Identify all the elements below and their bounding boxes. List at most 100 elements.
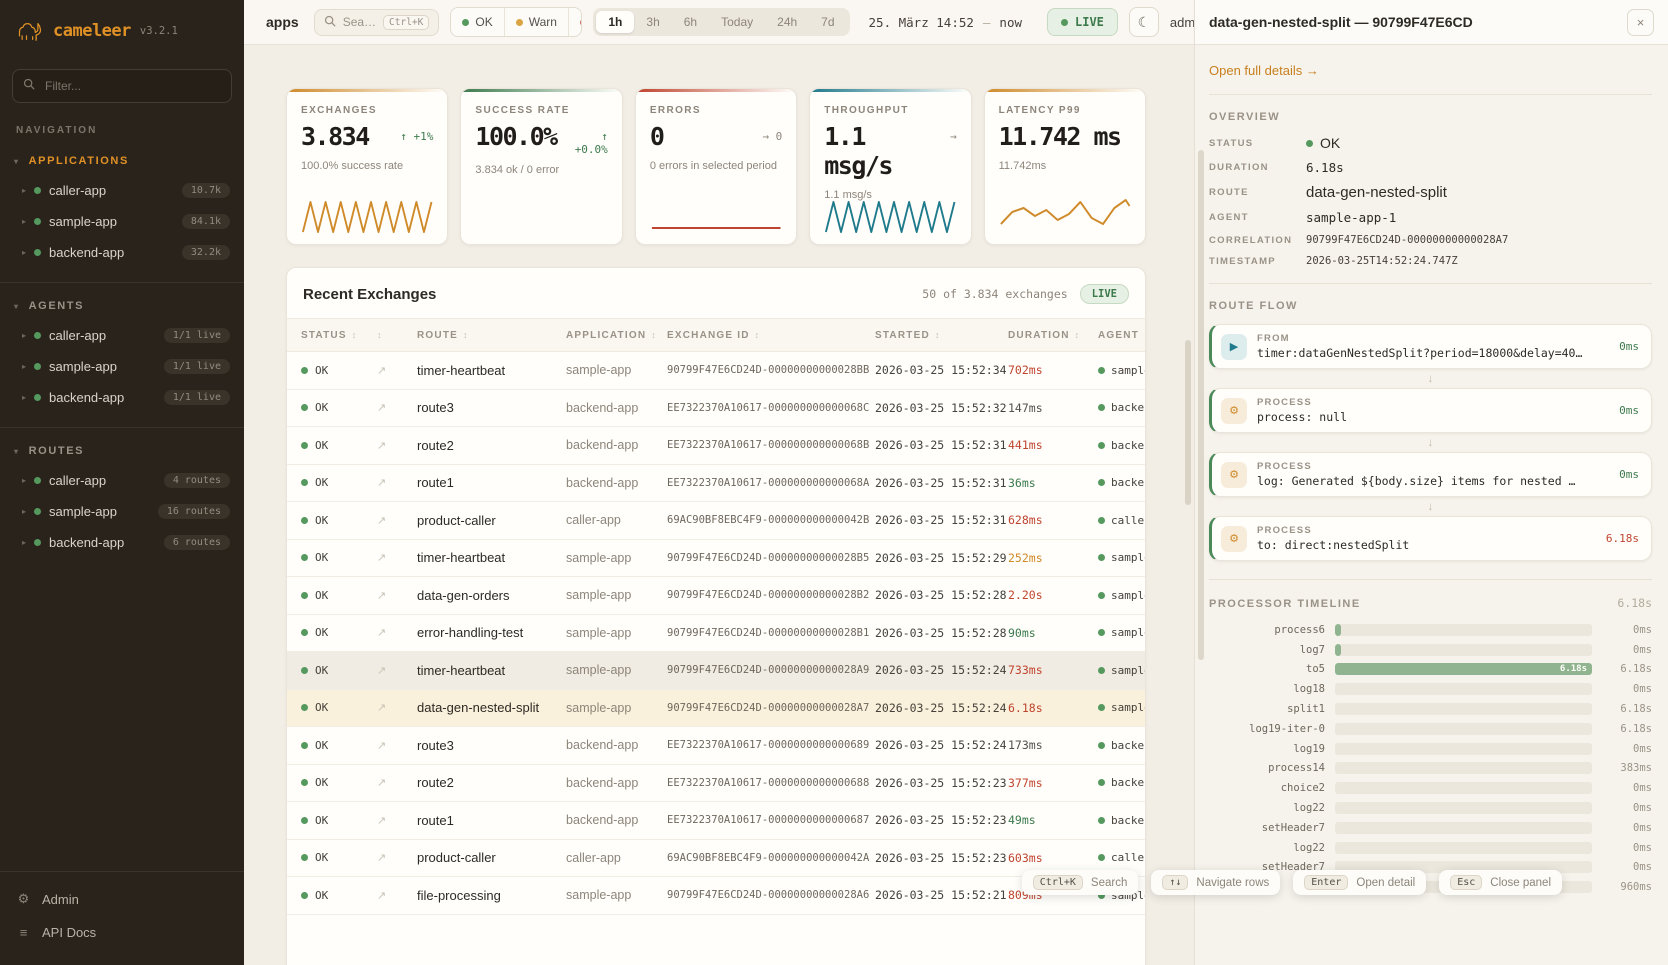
column-header-status[interactable]: STATUS ↕ xyxy=(301,330,377,341)
table-row[interactable]: OK ↗ product-caller caller-app 69AC90BF8EBC4… xyxy=(287,840,1145,877)
sidebar-item-caller-app[interactable]: ▸ caller-app 4 routes xyxy=(0,465,244,496)
column-header-started[interactable]: STARTED ↕ xyxy=(875,330,1008,341)
app-logo[interactable]: cameleer v3.2.1 xyxy=(0,0,244,59)
timeline-processor-name: setHeader7 xyxy=(1261,821,1325,834)
column-header-route[interactable]: ROUTE ↕ xyxy=(417,330,566,341)
external-link-icon[interactable]: ↗ xyxy=(377,589,387,602)
stat-card-throughput[interactable]: THROUGHPUT 1.1 msg/s → 1.1 msg/s xyxy=(809,88,972,245)
sidebar-item-caller-app[interactable]: ▸ caller-app 1/1 live xyxy=(0,320,244,351)
external-link-icon[interactable]: ↗ xyxy=(377,852,387,865)
column-header-link[interactable]: ↕ xyxy=(377,330,417,340)
route-flow-step[interactable]: ⚙ PROCESS to: direct:nestedSplit 6.18s xyxy=(1209,516,1652,561)
sidebar-item-sample-app[interactable]: ▸ sample-app 84.1k xyxy=(0,206,244,237)
external-link-icon[interactable]: ↗ xyxy=(377,739,387,752)
table-row[interactable]: OK ↗ route1 backend-app EE7322370A10617-0000… xyxy=(287,465,1145,502)
duration-cell: 6.18s xyxy=(1008,700,1043,715)
range-today[interactable]: Today xyxy=(721,15,754,29)
range-7d[interactable]: 7d xyxy=(821,15,835,29)
main-area: apps Sea… Ctrl+K OK Warn E 1h 3h 6h Today 24h 7… xyxy=(244,0,1244,965)
live-toggle[interactable]: LIVE xyxy=(1047,8,1118,36)
external-link-icon[interactable]: ↗ xyxy=(377,439,387,452)
application-cell: backend-app xyxy=(566,738,639,753)
close-panel-button[interactable]: × xyxy=(1627,8,1654,36)
shortcut-label: Search xyxy=(1090,876,1128,889)
item-name: caller-app xyxy=(49,473,107,488)
date-range-display[interactable]: 25. März 14:52 — now xyxy=(861,15,1030,30)
route-flow-step[interactable]: ⚙ PROCESS log: Generated ${body.size} item… xyxy=(1209,452,1652,497)
open-full-details-link[interactable]: Open full details → xyxy=(1209,63,1652,95)
stat-card-exchanges[interactable]: EXCHANGES 3.834 ↑ +1% 100.0% success rate xyxy=(286,88,449,245)
sidebar-item-sample-app[interactable]: ▸ sample-app 16 routes xyxy=(0,496,244,527)
column-header-application[interactable]: APPLICATION ↕ xyxy=(566,330,667,341)
sidebar-footer-api-docs[interactable]: ≡ API Docs xyxy=(0,916,244,949)
card-accent xyxy=(984,89,1146,92)
status-filter-warn[interactable]: Warn xyxy=(503,8,568,36)
timeline-processor-name: log7 xyxy=(1299,643,1325,656)
stat-card-latency-p99[interactable]: LATENCY P99 11.742 ms 11.742ms xyxy=(983,88,1147,245)
section-header-applications[interactable]: ▾ APPLICATIONS xyxy=(0,148,244,175)
range-24h[interactable]: 24h xyxy=(777,15,798,29)
external-link-icon[interactable]: ↗ xyxy=(377,402,387,415)
section-header-agents[interactable]: ▾ AGENTS xyxy=(0,293,244,320)
range-1h[interactable]: 1h xyxy=(596,11,635,33)
status-dot-icon xyxy=(301,666,308,674)
external-link-icon[interactable]: ↗ xyxy=(377,702,387,715)
external-link-icon[interactable]: ↗ xyxy=(377,477,387,490)
column-header-exchange-id[interactable]: EXCHANGE ID ↕ xyxy=(667,330,875,341)
route-flow-step[interactable]: ▶ FROM timer:dataGenNestedSplit?period=180… xyxy=(1209,324,1652,369)
external-link-icon[interactable]: ↗ xyxy=(377,777,387,790)
column-header-duration[interactable]: DURATION ↕ xyxy=(1008,330,1098,341)
table-row[interactable]: OK ↗ route2 backend-app EE7322370A10617-0000… xyxy=(287,427,1145,465)
table-row[interactable]: OK ↗ route3 backend-app EE7322370A10617-0000… xyxy=(287,727,1145,765)
external-link-icon[interactable]: ↗ xyxy=(377,364,387,377)
main-scrollbar[interactable] xyxy=(1185,340,1191,505)
table-row[interactable]: OK ↗ error-handling-test sample-app 90799F47… xyxy=(287,615,1145,652)
external-link-icon[interactable]: ↗ xyxy=(377,814,387,827)
sidebar-item-caller-app[interactable]: ▸ caller-app 10.7k xyxy=(0,175,244,206)
sidebar-item-sample-app[interactable]: ▸ sample-app 1/1 live xyxy=(0,351,244,382)
theme-toggle[interactable]: ☾ xyxy=(1128,7,1159,37)
arrow-down-icon: ↓ xyxy=(1427,371,1434,385)
external-link-icon[interactable]: ↗ xyxy=(377,664,387,677)
table-row[interactable]: OK ↗ route3 backend-app EE7322370A10617-0000… xyxy=(287,390,1145,427)
route-flow-list: ▶ FROM timer:dataGenNestedSplit?period=180… xyxy=(1209,324,1652,561)
range-6h[interactable]: 6h xyxy=(683,15,698,29)
column-header-agent[interactable]: AGENT xyxy=(1098,330,1145,341)
global-search[interactable]: Sea… Ctrl+K xyxy=(313,8,440,36)
sidebar-filter[interactable] xyxy=(12,69,232,103)
table-row[interactable]: OK ↗ file-processing sample-app 90799F47E6CD… xyxy=(287,877,1145,915)
external-link-icon[interactable]: ↗ xyxy=(377,627,387,640)
external-link-icon[interactable]: ↗ xyxy=(377,889,387,902)
application-cell: sample-app xyxy=(566,663,632,678)
table-row[interactable]: OK ↗ timer-heartbeat sample-app 90799F47E6CD… xyxy=(287,352,1145,390)
application-cell: backend-app xyxy=(566,438,639,453)
table-row[interactable]: OK ↗ timer-heartbeat sample-app 90799F47E6CD… xyxy=(287,652,1145,690)
sidebar-item-backend-app[interactable]: ▸ backend-app 32.2k xyxy=(0,237,244,268)
live-badge: LIVE xyxy=(1079,284,1129,304)
section-header-routes[interactable]: ▾ ROUTES xyxy=(0,438,244,465)
external-link-icon[interactable]: ↗ xyxy=(377,552,387,565)
table-row[interactable]: OK ↗ data-gen-orders sample-app 90799F47E6CD… xyxy=(287,577,1145,615)
table-row[interactable]: OK ↗ product-caller caller-app 69AC90BF8EBC4… xyxy=(287,502,1145,540)
range-3h[interactable]: 3h xyxy=(646,15,660,29)
table-row[interactable]: OK ↗ timer-heartbeat sample-app 90799F47E6CD… xyxy=(287,540,1145,577)
stat-card-errors[interactable]: ERRORS 0 → 0 0 errors in selected period xyxy=(634,88,798,245)
shortcut-key: ↑↓ xyxy=(1162,875,1189,890)
started-cell: 2026-03-25 15:52:24 xyxy=(875,700,1007,715)
external-link-icon[interactable]: ↗ xyxy=(377,514,387,527)
sidebar-item-backend-app[interactable]: ▸ backend-app 6 routes xyxy=(0,527,244,558)
status-filter-e[interactable]: E xyxy=(567,8,582,36)
table-row[interactable]: OK ↗ route2 backend-app EE7322370A10617-0000… xyxy=(287,765,1145,802)
sidebar-footer-admin[interactable]: ⚙ Admin xyxy=(0,882,244,916)
table-meta: 50 of 3.834 exchanges LIVE xyxy=(922,284,1129,304)
route-flow-step[interactable]: ⚙ PROCESS process: null 0ms xyxy=(1209,388,1652,433)
panel-scrollbar[interactable] xyxy=(1198,150,1204,660)
stat-card-success-rate[interactable]: SUCCESS RATE 100.0% ↑ +0.0% 3.834 ok / 0 er… xyxy=(460,88,623,245)
sidebar-filter-input[interactable] xyxy=(43,78,221,94)
table-row[interactable]: OK ↗ data-gen-nested-split sample-app 90799F… xyxy=(287,689,1145,727)
table-row[interactable]: OK ↗ route1 backend-app EE7322370A10617-0000… xyxy=(287,802,1145,840)
sidebar-item-backend-app[interactable]: ▸ backend-app 1/1 live xyxy=(0,382,244,413)
started-cell: 2026-03-25 15:52:34 xyxy=(875,363,1007,378)
status-filter-ok[interactable]: OK xyxy=(451,8,503,36)
item-badge: 84.1k xyxy=(181,214,230,229)
